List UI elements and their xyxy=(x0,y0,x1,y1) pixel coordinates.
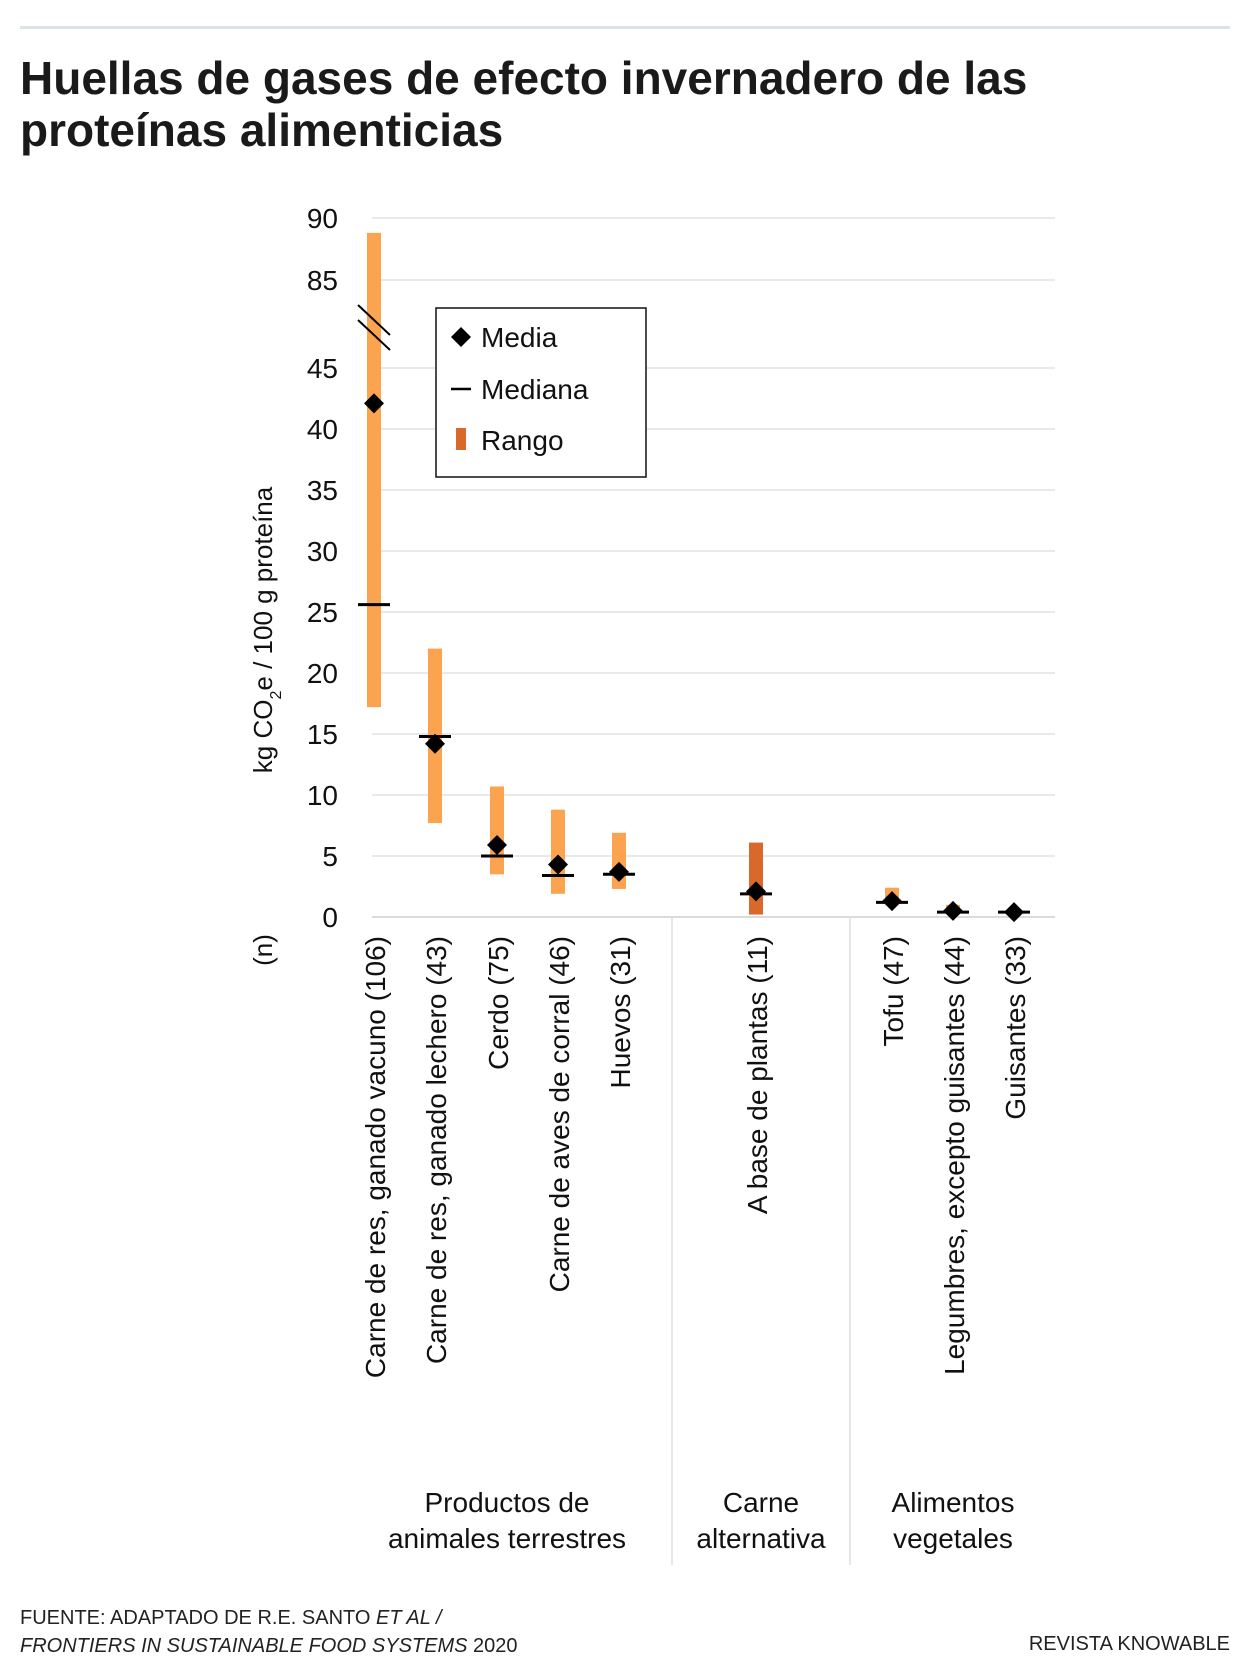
legend-range-icon xyxy=(456,428,466,450)
top-rule xyxy=(20,26,1230,29)
mean-marker xyxy=(609,861,629,882)
range-bar xyxy=(551,809,565,894)
group-label: Productos de xyxy=(425,1487,590,1518)
y-tick-label: 15 xyxy=(307,719,338,750)
source-note: FUENTE: ADAPTADO DE R.E. SANTO ET AL / F… xyxy=(20,1604,518,1660)
category-label: Cerdo (75) xyxy=(483,936,514,1070)
mean-marker xyxy=(1004,902,1024,923)
credit: REVISTA KNOWABLE xyxy=(1028,1633,1230,1655)
y-tick-label: 45 xyxy=(307,353,338,384)
group-label: vegetales xyxy=(893,1523,1013,1554)
legend-box xyxy=(435,307,647,478)
group-label: Alimentos xyxy=(892,1487,1015,1518)
y-tick-label: 90 xyxy=(307,203,338,234)
mean-marker xyxy=(487,835,507,856)
legend-median-label: Mediana xyxy=(481,374,589,405)
category-label: A base de plantas (11) xyxy=(742,936,773,1214)
group-label: alternativa xyxy=(696,1523,826,1554)
mean-marker xyxy=(882,891,902,912)
y-tick-label: 10 xyxy=(307,780,338,811)
range-bar xyxy=(490,786,504,875)
legend-mean-label: Media xyxy=(481,322,558,353)
y-tick-labels: 0 5 10 15 20 25 30 35 40 45 85 90 xyxy=(307,203,338,933)
category-label: Guisantes (33) xyxy=(1000,936,1031,1120)
category-label: Carne de res, ganado lechero (43) xyxy=(421,936,452,1364)
legend-mean-icon xyxy=(451,327,471,347)
y-tick-label: 30 xyxy=(307,536,338,567)
range-bar xyxy=(749,842,763,915)
source-line-2: FRONTIERS IN SUSTAINABLE FOOD SYSTEMS 20… xyxy=(20,1632,518,1660)
y-axis-label: kg CO2e / 100 g proteína xyxy=(248,486,285,773)
category-labels: Carne de res, ganado vacuno (106) Carne d… xyxy=(360,936,1031,1378)
category-label: Carne de aves de corral (46) xyxy=(544,936,575,1292)
source-year: 2020 xyxy=(473,1635,518,1657)
mean-marker xyxy=(425,733,445,754)
group-label: animales terrestres xyxy=(388,1523,626,1554)
group-label: Carne xyxy=(723,1487,799,1518)
category-label: Legumbres, excepto guisantes (44) xyxy=(939,936,970,1375)
n-label: (n) xyxy=(248,934,278,966)
legend: Media Mediana Rango xyxy=(435,307,647,478)
mean-marker xyxy=(548,854,568,875)
y-tick-label: 85 xyxy=(307,265,338,296)
mean-marker xyxy=(943,900,963,921)
category-label: Tofu (47) xyxy=(878,936,909,1047)
y-tick-label: 25 xyxy=(307,597,338,628)
y-tick-label: 35 xyxy=(307,475,338,506)
grid-layer xyxy=(372,217,1055,1565)
group-labels: Productos de animales terrestres Carne alte… xyxy=(388,1487,1015,1554)
axis-break-mark xyxy=(357,304,391,351)
y-tick-label: 20 xyxy=(307,658,338,689)
markers xyxy=(358,393,1030,923)
page-title: Huellas de gases de efecto invernadero d… xyxy=(20,52,1028,156)
source-journal: FRONTIERS IN SUSTAINABLE FOOD SYSTEMS xyxy=(20,1635,468,1657)
category-label: Huevos (31) xyxy=(605,936,636,1089)
range-bar xyxy=(367,232,381,708)
source-et-al: ET AL / xyxy=(376,1607,442,1629)
source-line-1: FUENTE: ADAPTADO DE R.E. SANTO ET AL / xyxy=(20,1604,518,1632)
source-prefix: FUENTE: ADAPTADO DE R.E. SANTO xyxy=(20,1607,371,1629)
y-tick-label: 40 xyxy=(307,414,338,445)
mean-marker xyxy=(746,881,766,902)
y-tick-label: 5 xyxy=(322,841,338,872)
mean-marker xyxy=(364,393,384,414)
y-tick-label: 0 xyxy=(322,902,338,933)
category-label: Carne de res, ganado vacuno (106) xyxy=(360,936,391,1378)
legend-range-label: Rango xyxy=(481,425,564,456)
chart: 0 5 10 15 20 25 30 35 40 45 85 90 kg CO2e / 100 g p… xyxy=(248,203,1055,1565)
